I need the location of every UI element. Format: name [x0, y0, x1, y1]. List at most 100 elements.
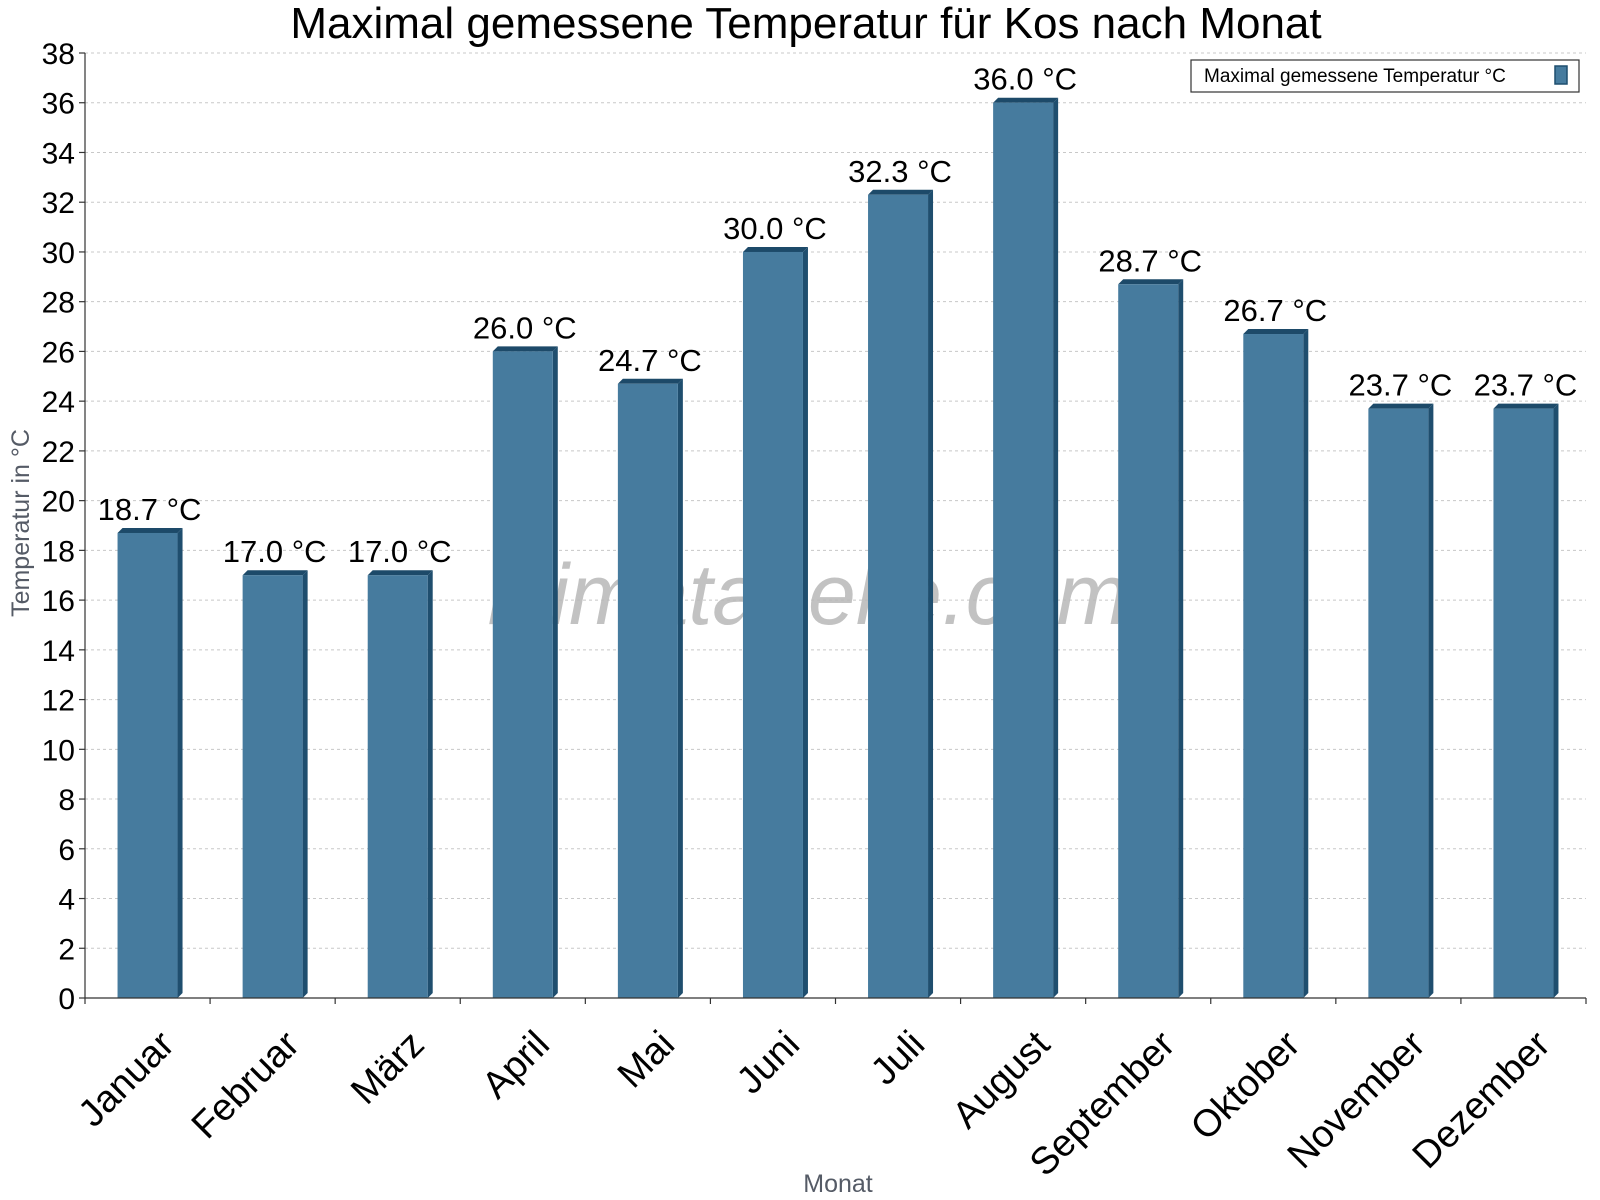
bar [117, 527, 183, 998]
y-tick-label: 32 [42, 187, 75, 220]
x-tick-label: Dezember [1405, 1023, 1559, 1177]
y-tick-label: 24 [42, 386, 75, 419]
y-tick-label: 22 [42, 436, 75, 469]
bar [742, 246, 808, 998]
x-tick-label: März [343, 1023, 432, 1112]
bar [1368, 403, 1434, 998]
bars [117, 97, 1559, 999]
bar-side [1053, 97, 1059, 999]
bar-front [242, 575, 303, 998]
bar-side [302, 570, 308, 998]
bar-side [928, 189, 934, 998]
bar [868, 189, 934, 998]
bar-side [1553, 403, 1559, 998]
y-tick-label: 8 [58, 784, 75, 817]
y-tick-label: 20 [42, 486, 75, 519]
data-label: 26.0 °C [473, 310, 577, 345]
bar-front [492, 351, 553, 999]
bar-top [367, 570, 433, 576]
bar [1243, 329, 1309, 998]
bar-side [802, 246, 808, 998]
bar-front [1118, 284, 1179, 998]
bar-side [552, 346, 558, 999]
x-tick-label: Juni [729, 1023, 808, 1102]
bar-top [1118, 279, 1184, 285]
legend-box [1190, 59, 1580, 93]
bar [993, 97, 1059, 999]
legend-swatch [1554, 65, 1568, 85]
bar-front [1493, 408, 1554, 998]
bar-side [427, 570, 433, 998]
grid-lines [85, 52, 1586, 949]
y-tick-label: 12 [42, 685, 75, 718]
y-tick-label: 2 [58, 933, 75, 966]
bar-front [367, 575, 428, 998]
bar-top [993, 97, 1059, 103]
y-tick-label: 4 [58, 884, 75, 917]
x-tick-label: Oktober [1183, 1023, 1309, 1149]
bar-front [742, 251, 803, 998]
bar-top [1368, 403, 1434, 409]
bar-top [1243, 329, 1309, 335]
y-tick-label: 30 [42, 237, 75, 270]
data-label: 28.7 °C [1098, 243, 1202, 278]
data-label: 36.0 °C [973, 62, 1077, 97]
bar-top [617, 378, 683, 384]
x-tick-label: April [474, 1023, 557, 1106]
data-label: 17.0 °C [223, 534, 327, 569]
y-tick-label: 18 [42, 535, 75, 568]
data-label: 23.7 °C [1474, 368, 1578, 403]
bar-top [1493, 403, 1559, 409]
bar-front [617, 383, 678, 998]
x-axis-label: Monat [803, 1170, 873, 1198]
x-tick-label: Februar [184, 1023, 308, 1147]
y-tick-label: 26 [42, 336, 75, 369]
y-tick-label: 10 [42, 734, 75, 767]
data-label: 30.0 °C [723, 211, 827, 246]
bar-side [677, 378, 683, 998]
bar-side [1303, 329, 1309, 998]
bar [1118, 279, 1184, 998]
data-label: 18.7 °C [98, 492, 202, 527]
bar-side [1178, 279, 1184, 998]
legend: Maximal gemessene Temperatur °C [1190, 59, 1580, 93]
y-tick-label: 14 [42, 635, 75, 668]
y-tick-label: 6 [58, 834, 75, 867]
bar-front [117, 532, 178, 998]
y-tick-label: 0 [58, 983, 75, 1016]
y-tick-label: 16 [42, 585, 75, 618]
x-tick-labels: Januar Februar März April Mai Juni Juli AugustS… [71, 1023, 1559, 1184]
data-label: 26.7 °C [1223, 293, 1327, 328]
y-tick-label: 28 [42, 287, 75, 320]
bar [367, 570, 433, 998]
y-tick-label: 38 [42, 38, 75, 71]
x-tick-label: Mai [610, 1023, 683, 1096]
bar-top [242, 570, 308, 576]
y-axis-label: Temperatur in °C [7, 429, 35, 617]
bar-front [868, 194, 929, 998]
bar-top [117, 527, 183, 533]
bar-front [993, 102, 1054, 999]
x-tick-label: Juli [863, 1023, 933, 1093]
x-tick-label: August [945, 1023, 1059, 1137]
bar [1493, 403, 1559, 998]
data-label: 23.7 °C [1349, 368, 1453, 403]
bar [617, 378, 683, 998]
bar-top [742, 246, 808, 252]
legend-label: Maximal gemessene Temperatur °C [1204, 66, 1506, 87]
y-tick-label: 34 [42, 137, 75, 170]
chart-title: Maximal gemessene Temperatur für Kos nac… [290, 0, 1321, 48]
bar [242, 570, 308, 998]
bar-top [868, 189, 934, 195]
data-label: 17.0 °C [348, 534, 452, 569]
data-labels: 18.7 °C 17.0 °C 17.0 °C 26.0 °C 24.7 °C 30.0 … [98, 62, 1578, 569]
bar-top [492, 346, 558, 352]
data-label: 32.3 °C [848, 154, 952, 189]
bar-side [1428, 403, 1434, 998]
axes [79, 52, 1587, 1004]
x-tick-label: Januar [71, 1023, 183, 1135]
bar-front [1368, 408, 1429, 998]
bar-side [177, 527, 183, 998]
